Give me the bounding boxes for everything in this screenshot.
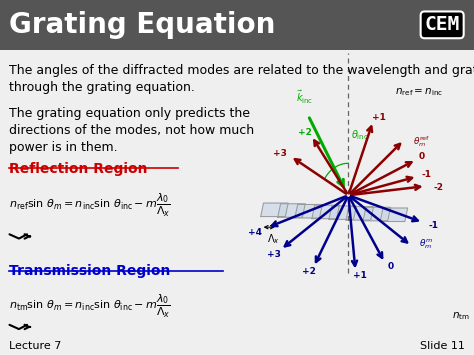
Text: $n_{\rm ref}\sin\,\theta_m = n_{\rm inc}\sin\,\theta_{\rm inc} - m\dfrac{\lambda: $n_{\rm ref}\sin\,\theta_m = n_{\rm inc}… xyxy=(9,192,172,219)
Text: +4: +4 xyxy=(248,228,262,236)
Text: Grating Equation: Grating Equation xyxy=(9,11,276,39)
Text: 0: 0 xyxy=(387,262,393,272)
Text: Slide 11: Slide 11 xyxy=(419,342,465,351)
Text: $n_{\rm tm}\sin\,\theta_m = n_{\rm inc}\sin\,\theta_{\rm inc} - m\dfrac{\lambda_: $n_{\rm tm}\sin\,\theta_m = n_{\rm inc}\… xyxy=(9,293,171,320)
Text: +3: +3 xyxy=(267,250,281,258)
Text: 0: 0 xyxy=(419,152,425,160)
Text: +1: +1 xyxy=(372,113,386,122)
Text: The angles of the diffracted modes are related to the wavelength and grating
thr: The angles of the diffracted modes are r… xyxy=(9,64,474,94)
Text: +2: +2 xyxy=(302,267,316,276)
Polygon shape xyxy=(346,207,374,220)
Polygon shape xyxy=(295,204,322,218)
Polygon shape xyxy=(312,205,339,219)
Text: +3: +3 xyxy=(273,149,287,158)
Text: $\Lambda_x$: $\Lambda_x$ xyxy=(267,233,280,246)
FancyBboxPatch shape xyxy=(0,0,474,50)
Text: $\theta_m^m$: $\theta_m^m$ xyxy=(419,237,433,251)
Polygon shape xyxy=(380,208,408,222)
Text: +1: +1 xyxy=(353,271,367,280)
Polygon shape xyxy=(278,204,305,217)
Text: The grating equation only predicts the
directions of the modes, not how much
pow: The grating equation only predicts the d… xyxy=(9,106,255,153)
Text: -1: -1 xyxy=(422,170,432,179)
Text: Reflection Region: Reflection Region xyxy=(9,162,148,175)
Text: Transmission Region: Transmission Region xyxy=(9,264,171,278)
Text: $\theta_{\rm inc}$: $\theta_{\rm inc}$ xyxy=(351,128,368,142)
Text: -2: -2 xyxy=(434,184,444,192)
Polygon shape xyxy=(363,207,391,221)
Text: $\theta_m^{\rm ref}$: $\theta_m^{\rm ref}$ xyxy=(413,134,430,149)
Text: -1: -1 xyxy=(428,221,438,230)
Text: $n_{\rm tm}$: $n_{\rm tm}$ xyxy=(452,310,470,322)
Text: $n_{\rm ref} = n_{\rm inc}$: $n_{\rm ref} = n_{\rm inc}$ xyxy=(395,86,444,98)
Text: Lecture 7: Lecture 7 xyxy=(9,342,62,351)
Text: CEM: CEM xyxy=(425,15,460,34)
Text: $\vec{k}_{\rm inc}$: $\vec{k}_{\rm inc}$ xyxy=(296,89,313,106)
Polygon shape xyxy=(329,206,356,219)
Polygon shape xyxy=(261,203,288,217)
Text: +2: +2 xyxy=(298,128,312,137)
